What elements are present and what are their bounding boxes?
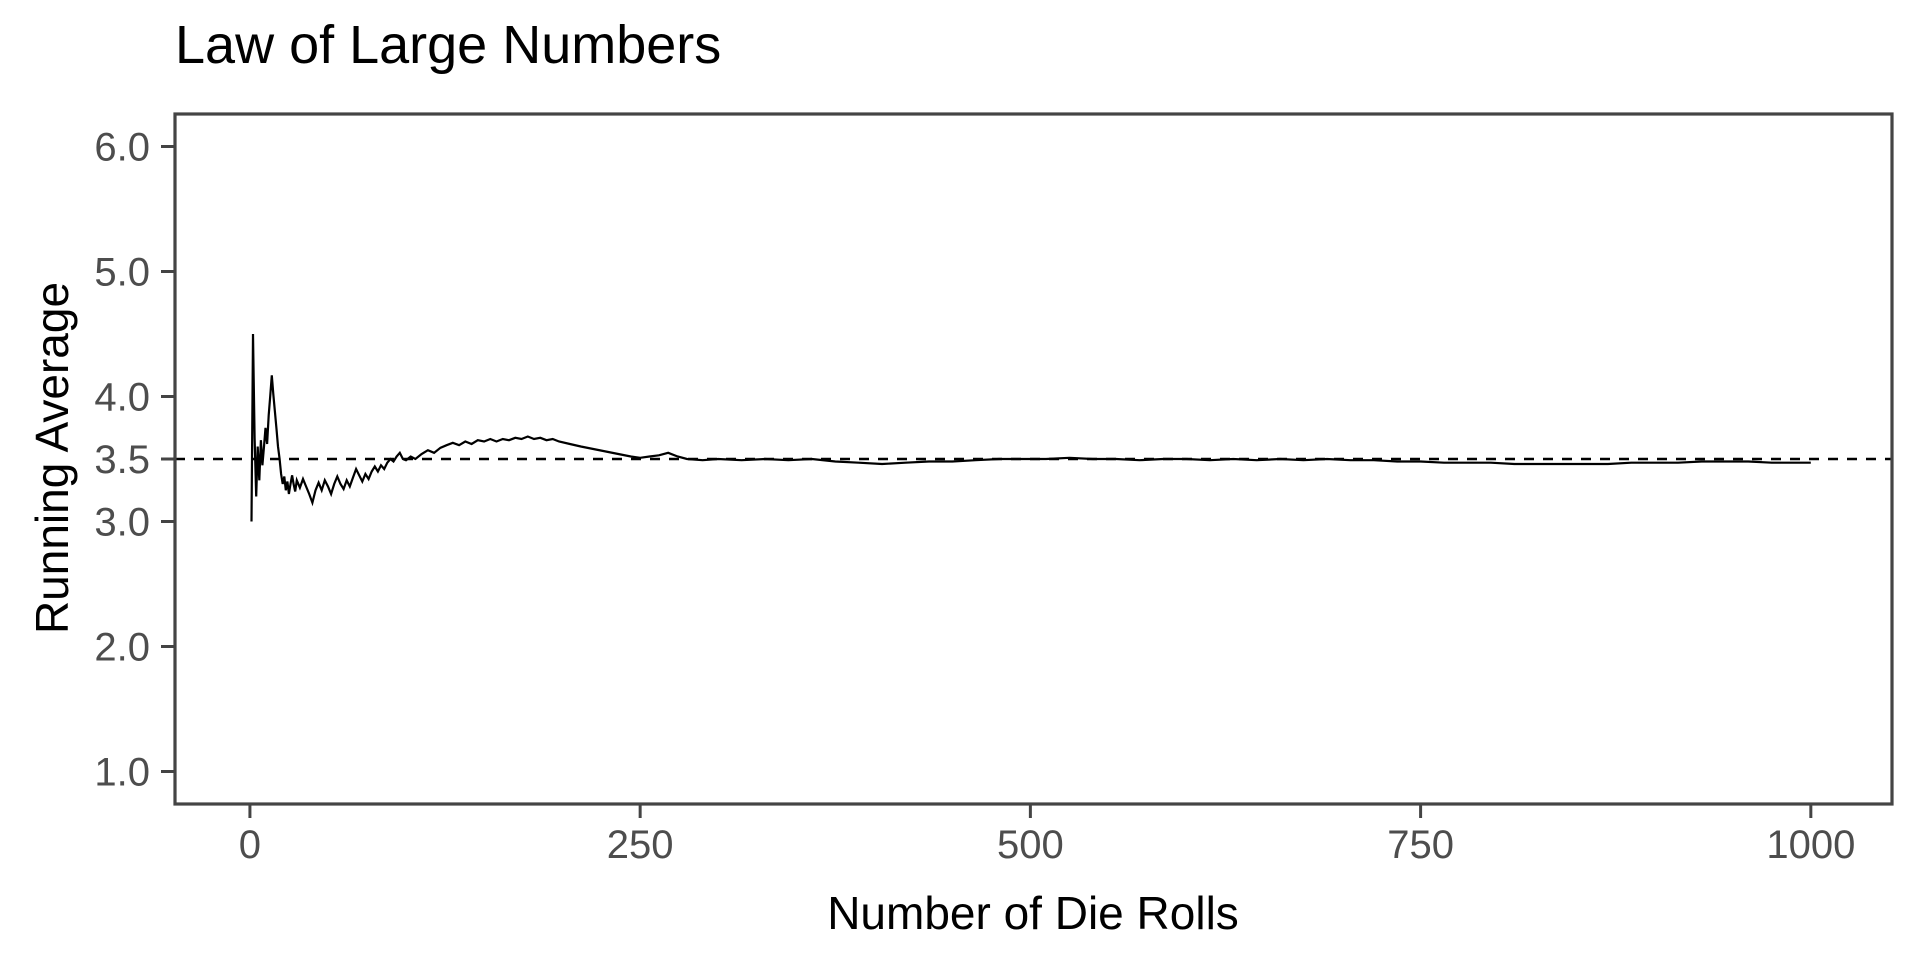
chart-title: Law of Large Numbers (175, 15, 722, 75)
x-tick-label: 500 (997, 823, 1064, 867)
x-tick-label: 250 (607, 823, 674, 867)
running-average-line (250, 333, 1811, 522)
x-tick-label: 0 (239, 823, 261, 867)
y-tick-label: 4.0 (94, 376, 150, 420)
y-tick-label: 2.0 (94, 626, 150, 670)
y-tick-label: 5.0 (94, 251, 150, 295)
y-tick-label: 1.0 (94, 751, 150, 795)
x-tick-label: 1000 (1766, 823, 1855, 867)
x-tick-label: 750 (1387, 823, 1454, 867)
y-tick-label: 3.5 (94, 438, 150, 482)
y-tick-label: 3.0 (94, 501, 150, 545)
x-axis-title: Number of Die Rolls (827, 887, 1239, 939)
y-tick-label: 6.0 (94, 126, 150, 170)
